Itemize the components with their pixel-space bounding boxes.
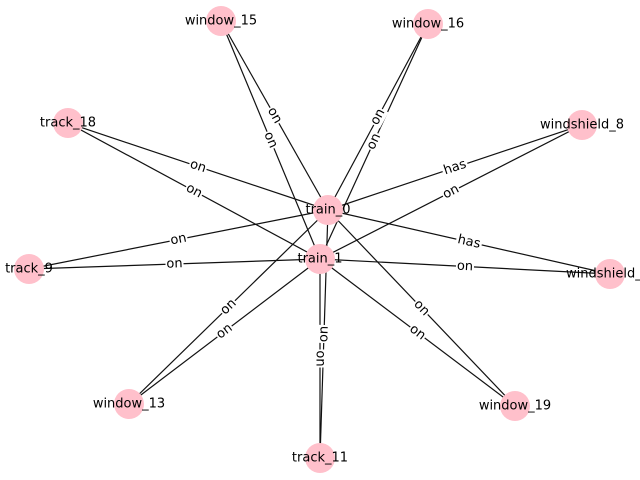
edge-label: on — [264, 105, 285, 126]
edge-label-background — [168, 230, 189, 249]
edge-label-background — [410, 296, 433, 320]
node-label: window_19 — [479, 399, 551, 414]
node-window_16: window_16 — [392, 9, 464, 39]
node-circle — [567, 110, 597, 140]
edge-label: on — [188, 157, 208, 176]
node-circle — [305, 443, 335, 473]
node-windshield_8: windshield_8 — [540, 110, 624, 140]
edge-label-background — [316, 324, 332, 344]
node-circle — [114, 389, 144, 419]
edge-label-group-10: on — [363, 130, 385, 153]
node-circle — [313, 195, 343, 225]
nodes-layer: train_0 train_1 window_15 window_16 track_18… — [5, 6, 640, 473]
node-circle — [595, 259, 625, 289]
edge-label: on — [169, 231, 188, 249]
edge-label-background — [455, 259, 475, 274]
edge-label: on — [440, 182, 461, 203]
node-circle — [305, 244, 335, 274]
edge-label-background — [182, 180, 206, 202]
edge-label-background — [263, 104, 286, 127]
node-track_9: track_9 — [5, 254, 53, 284]
edge-label-group-12: on — [439, 181, 463, 203]
node-windshield: windshield_ — [566, 259, 640, 289]
edge-label: on — [166, 256, 183, 272]
edge-label: on — [457, 259, 474, 275]
edge-label-background — [367, 105, 389, 129]
node-label: window_16 — [392, 17, 464, 32]
edge-label-background — [454, 232, 484, 252]
node-label: windshield_ — [566, 267, 640, 282]
node-label: track_9 — [5, 262, 53, 277]
edge-label-group-2: on — [187, 157, 209, 176]
edge-label-group-13: on — [165, 256, 184, 272]
edge-label: on — [407, 322, 429, 344]
node-window_19: window_19 — [479, 391, 551, 421]
edge-label-group-1: on — [367, 105, 389, 129]
node-label: track_18 — [40, 116, 96, 131]
node-circle — [413, 9, 443, 39]
node-track_18: track_18 — [40, 108, 96, 138]
edge-label-group-0: on — [263, 104, 286, 127]
edge-label-group-15: on — [213, 320, 236, 343]
node-train_1: train_1 — [297, 244, 343, 274]
edge-label: on — [214, 321, 236, 343]
edge-label-group-16: on — [406, 321, 429, 344]
edge-label-background — [406, 321, 429, 344]
edge-label-group-11: on — [182, 180, 206, 202]
edge-label-background — [217, 295, 240, 319]
edge-label-group-17: on — [313, 349, 328, 368]
edge-label-background — [165, 256, 184, 272]
edge-label-background — [439, 181, 463, 203]
node-label: track_11 — [292, 451, 348, 466]
node-circle — [500, 391, 530, 421]
edge-label: on — [183, 181, 204, 202]
edge-label: on — [316, 326, 332, 343]
node-label: train_0 — [305, 203, 350, 218]
node-window_15: window_15 — [185, 6, 257, 36]
edge-label: has — [442, 157, 469, 179]
node-train_0: train_0 — [305, 195, 351, 225]
edge-label-background — [313, 349, 327, 368]
edge-label: on — [368, 106, 389, 127]
edge-label-background — [213, 320, 236, 343]
node-circle — [53, 108, 83, 138]
edge-label-group-14: on — [455, 259, 475, 275]
node-label: window_15 — [185, 14, 257, 29]
edge-label-group-9: on — [260, 129, 281, 151]
edge-label: on — [364, 131, 384, 152]
node-label: windshield_8 — [540, 118, 624, 133]
node-label: train_1 — [297, 252, 342, 267]
edge-label-background — [260, 129, 281, 151]
edge-label: on — [260, 130, 280, 151]
edge-label-group-3: has — [440, 156, 470, 179]
edge-label-group-8: on — [316, 324, 332, 344]
edge-label: on — [313, 350, 328, 366]
edges-layer — [28, 20, 611, 459]
edge-label-background — [440, 156, 470, 179]
edge-label: has — [456, 232, 482, 252]
edge-label-group-4: on — [168, 230, 189, 249]
edge-label-group-5: has — [454, 232, 484, 252]
node-track_11: track_11 — [292, 443, 348, 473]
node-circle — [206, 6, 236, 36]
edge-label-background — [187, 157, 209, 176]
node-label: window_13 — [93, 397, 165, 412]
node-circle — [14, 254, 44, 284]
edge-label-background — [363, 130, 385, 153]
node-window_13: window_13 — [93, 389, 165, 419]
